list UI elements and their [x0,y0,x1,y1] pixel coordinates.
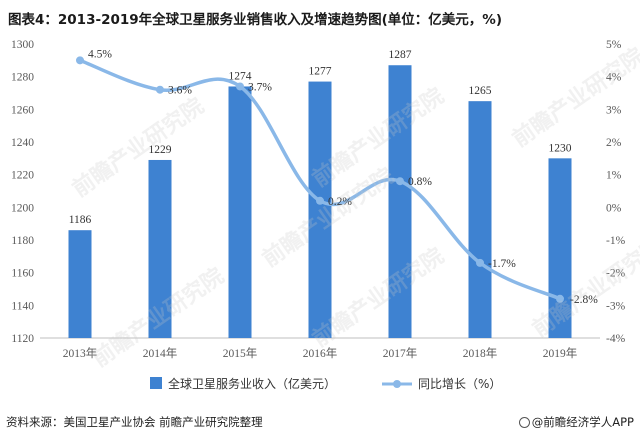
y-left-tick-label: 1260 [11,104,34,116]
source-note: 资料来源：美国卫星产业协会 前瞻产业研究院整理 [6,415,263,429]
line-value-label: 3.6% [168,85,192,97]
y-right-tick-label: 2% [606,137,622,149]
legend-line-label: 同比增长（%） [418,377,501,391]
y-right-tick-label: -4% [606,333,626,345]
y-left-tick-label: 1160 [11,268,34,280]
line-point [236,82,244,91]
legend-bar-label: 全球卫星服务业收入（亿美元） [168,376,336,391]
bar-value-label: 1186 [69,214,92,226]
bar-value-label: 1230 [549,142,572,154]
bar-value-label: 1265 [469,85,492,97]
x-tick-label: 2017年 [383,346,418,360]
combo-chart: 1120 1140 1160 1180 1200 1220 1240 1260 1280 1300… [11,39,626,391]
x-tick-label: 2014年 [143,346,178,360]
bar [68,230,92,338]
y-left-tick-label: 1140 [11,300,34,312]
x-tick-label: 2018年 [463,346,498,360]
y-left-tick-label: 1180 [11,235,34,247]
bar-value-label: 1277 [309,66,332,78]
x-tick-label: 2013年 [63,346,98,360]
x-tick-label: 2019年 [543,346,578,360]
bar [468,101,492,339]
y-right-tick-label: 4% [606,72,622,84]
y-left-tick-label: 1200 [11,202,34,214]
y-right-tick-label: -3% [606,300,626,312]
chart-title: 图表4：2013-2019年全球卫星服务业销售收入及增速趋势图(单位：亿美元，%… [8,12,503,28]
y-right-tick-label: 1% [606,170,622,182]
line-value-label: 0.2% [328,196,352,208]
brand-icon [518,417,530,428]
y-right-tick-label: -1% [606,235,626,247]
y-left-tick-label: 1280 [11,72,34,84]
bar [308,81,332,339]
line-point [396,177,404,186]
bar [388,65,412,338]
line-value-label: 3.7% [248,81,272,93]
y-left-tick-label: 1240 [11,137,34,149]
y-left-tick-label: 1120 [11,333,34,345]
bar-value-label: 1274 [229,70,252,82]
line-value-label: 0.8% [408,176,432,188]
y-right-tick-label: 3% [606,104,622,116]
line-point [156,85,164,94]
brand-credit: @前瞻经济学人APP [518,414,634,430]
line-point [556,294,564,303]
line-point [316,196,324,205]
y-left-tick-label: 1220 [11,170,34,182]
line-point [476,258,484,267]
line-value-label: -1.7% [488,258,516,270]
bar [228,86,252,338]
x-tick-label: 2016年 [303,346,338,360]
legend-line-marker [393,380,401,388]
line-point [76,56,84,65]
legend-bar-swatch [150,377,162,389]
y-right-tick-label: -2% [606,268,626,280]
bar-value-label: 1229 [149,144,172,156]
bar-value-label: 1287 [389,49,412,61]
bar [548,158,572,338]
line-value-label: -2.8% [570,294,598,306]
y-right-tick-label: 0% [606,202,622,214]
y-left-tick-label: 1300 [11,39,34,51]
brand-text: @前瞻经济学人APP [531,415,634,429]
x-tick-label: 2015年 [223,346,258,360]
bar [148,159,172,338]
chart-area: 1120 1140 1160 1180 1200 1220 1240 1260 1280 1300… [0,30,640,400]
y-right-tick-label: 5% [606,39,622,51]
line-value-label: 4.5% [88,48,112,60]
